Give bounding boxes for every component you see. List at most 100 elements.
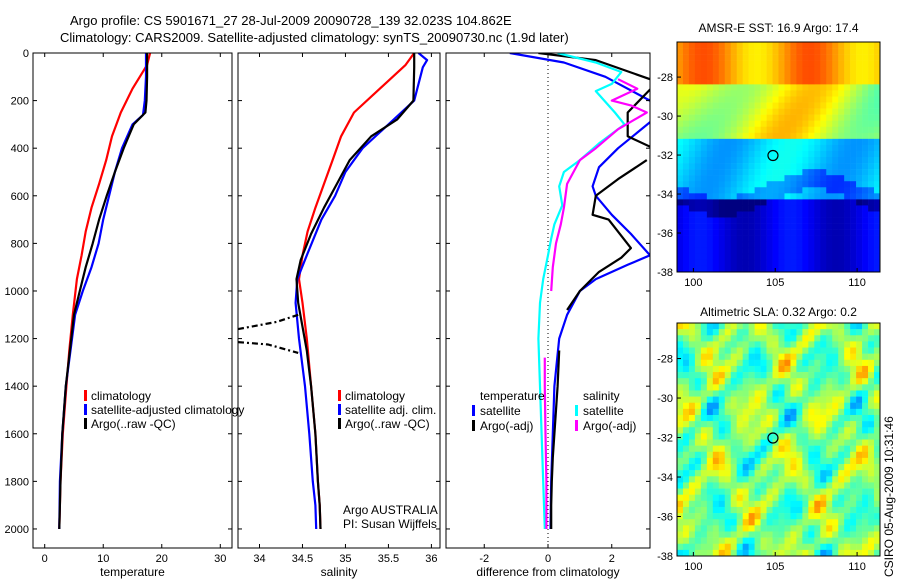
x-tick-label: 100 <box>684 277 702 289</box>
annotation-line: Argo AUSTRALIA <box>343 503 438 517</box>
series-diff-8 <box>543 357 548 529</box>
series-diff-5 <box>550 350 561 529</box>
legend-title-salinity: salinity <box>583 389 620 403</box>
legend-label: Argo(..raw -QC) <box>91 417 176 431</box>
y-tick-label: 1400 <box>5 381 29 393</box>
series-temp-2 <box>58 53 149 530</box>
y-tick-label: 800 <box>11 238 29 250</box>
x-tick-label: 105 <box>766 277 784 289</box>
x-tick-label: 36 <box>425 553 437 565</box>
x-tick-label: 35 <box>339 553 351 565</box>
y-tick-label: 1800 <box>5 476 29 488</box>
map-image <box>677 323 881 557</box>
x-tick-label: -2 <box>479 553 489 565</box>
x-tick-label: 105 <box>766 561 784 573</box>
y-tick-label: 1200 <box>5 334 29 346</box>
y-tick-label: 200 <box>11 96 29 108</box>
series-group <box>58 53 152 530</box>
y-tick-label: -38 <box>657 551 673 563</box>
argo-location-marker <box>767 432 779 444</box>
map-title: Altimetric SLA: 0.32 Argo: 0.2 <box>700 305 857 319</box>
map-sla: Altimetric SLA: 0.32 Argo: 0.2 100 105 110 -… <box>657 305 881 573</box>
legend-label: satellite-adjusted climatology <box>91 403 244 417</box>
series-temp-0 <box>58 53 152 530</box>
legend-swatch <box>575 420 578 431</box>
y-tick-label: -32 <box>657 433 673 445</box>
legend-label: climatology <box>345 389 405 403</box>
panel-sal: 34 34.5 35 35.5 36 salinity climatologysatelli… <box>237 52 441 579</box>
x-tick-label: 100 <box>684 561 702 573</box>
series-diff-6 <box>537 53 626 530</box>
legend-swatch <box>84 418 87 429</box>
series-sal-2 <box>295 53 416 530</box>
y-tick-label: -30 <box>657 111 673 123</box>
map-frame <box>676 322 881 557</box>
legend-label: satellite <box>480 404 521 418</box>
x-tick-label: 20 <box>156 553 168 565</box>
legend-swatch <box>472 405 475 416</box>
side-label: CSIRO 05-Aug-2009 10:31:46 <box>882 416 896 577</box>
x-tick-label: 110 <box>848 277 866 289</box>
legend-label: Argo(..raw -QC) <box>345 417 430 431</box>
legend-swatch <box>338 404 341 415</box>
x-tick-label: 110 <box>848 561 866 573</box>
legend-label: satellite <box>583 404 624 418</box>
y-tick-label: -28 <box>657 72 673 84</box>
x-tick-label: 2 <box>609 553 615 565</box>
legend-label: climatology <box>91 389 151 403</box>
map-image <box>677 42 881 273</box>
legend-swatch <box>575 405 578 416</box>
x-tick-label: 35.5 <box>378 553 399 565</box>
x-axis-label: difference from climatology <box>476 565 619 579</box>
x-tick-label: 0 <box>545 553 551 565</box>
y-tick-label: 400 <box>11 143 29 155</box>
header-line-2: Climatology: CARS2009. Satellite-adjuste… <box>60 30 569 45</box>
series-diff-7 <box>550 78 648 292</box>
legend-title-temperature: temperature <box>480 389 545 403</box>
legend-swatch <box>84 404 87 415</box>
annotation-line: PI: Susan Wijffels <box>343 517 437 531</box>
x-tick-label: 10 <box>97 553 109 565</box>
x-tick-label: 34 <box>253 553 265 565</box>
series-group <box>509 53 650 530</box>
y-tick-label: 1000 <box>5 286 29 298</box>
series-diff-4 <box>566 159 648 311</box>
y-tick-label: -28 <box>657 354 673 366</box>
y-tick-label: 600 <box>11 191 29 203</box>
legend-label: Argo(-adj) <box>480 419 533 433</box>
plot-frame <box>32 52 233 549</box>
series-group <box>238 53 429 530</box>
header-line-1: Argo profile: CS 5901671_27 28-Jul-2009 … <box>70 13 512 28</box>
y-tick-label: -30 <box>657 393 673 405</box>
maps: AMSR-E SST: 16.9 Argo: 17.4 100 105 110 -28 -… <box>657 21 881 573</box>
map-frame <box>676 41 881 273</box>
series-diff-0 <box>509 53 650 103</box>
x-tick-label: 0 <box>42 553 48 565</box>
x-axis-label: salinity <box>321 565 358 579</box>
y-tick-label: -36 <box>657 228 673 240</box>
series-sal-1 <box>294 53 429 530</box>
y-tick-label: -36 <box>657 512 673 524</box>
map-title: AMSR-E SST: 16.9 Argo: 17.4 <box>698 21 858 35</box>
legend-label: satellite adj. clim. <box>345 403 436 417</box>
x-axis-label: temperature <box>100 565 165 579</box>
x-tick-label: 30 <box>214 553 226 565</box>
legend-swatch <box>472 420 475 431</box>
series-diff-2 <box>538 53 650 81</box>
series-sal-4 <box>238 341 299 354</box>
series-diff-1 <box>549 120 650 530</box>
x-tick-label: 34.5 <box>292 553 313 565</box>
legend-swatch <box>338 390 341 401</box>
y-tick-label: 0 <box>23 48 29 60</box>
y-tick-label: -34 <box>657 472 673 484</box>
legend-swatch <box>84 390 87 401</box>
y-tick-label: 2000 <box>5 524 29 536</box>
legend-swatch <box>338 418 341 429</box>
legend-diff: temperature salinitysatelliteArgo(-adj)sa… <box>472 389 636 433</box>
plot-frame <box>237 52 441 549</box>
